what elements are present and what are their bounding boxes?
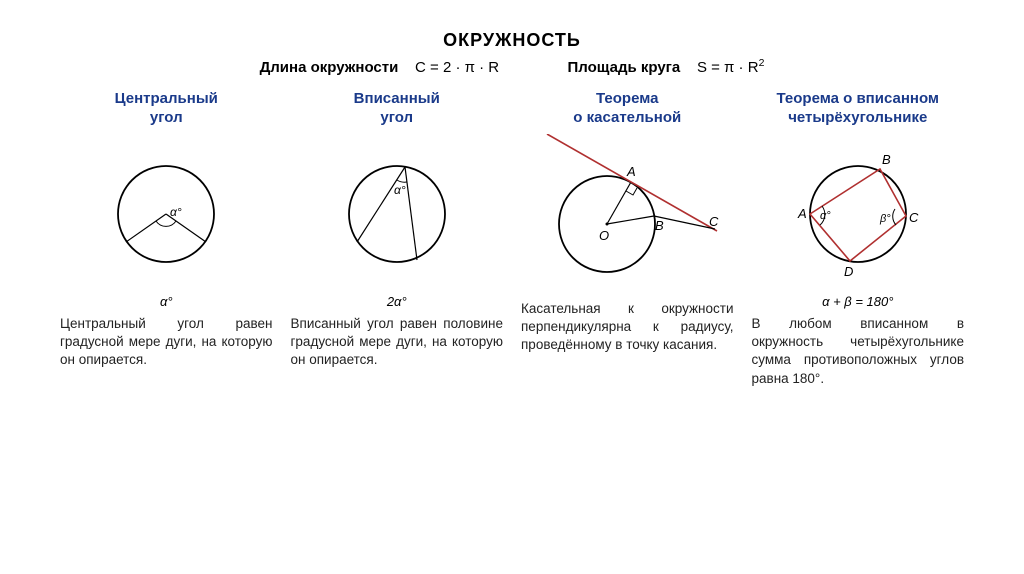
svg-text:O: O — [599, 228, 609, 243]
formula-row: Длина окружности C = 2 · π · R Площадь к… — [60, 57, 964, 76]
circumference-label: Длина окружности — [260, 59, 399, 76]
diagram-grid: Центральныйугол α° α° Центральный угол р… — [60, 90, 964, 388]
description: В любом вписанном в окружность четырёхуг… — [752, 315, 965, 388]
svg-text:D: D — [844, 264, 853, 279]
svg-text:α°: α° — [820, 210, 831, 222]
svg-text:A: A — [797, 206, 807, 221]
col-title: Теорема о вписанномчетырёхугольнике — [776, 90, 939, 130]
fig-tangent: O C A B — [527, 134, 727, 294]
svg-text:α°: α° — [394, 183, 406, 197]
fig-inscribed-quad: A B C D α° β° — [758, 134, 958, 294]
description: Центральный угол равен градусной мере ду… — [60, 315, 273, 370]
col-title: Центральныйугол — [115, 90, 218, 130]
svg-text:α°: α° — [170, 205, 182, 219]
caption: α° — [160, 294, 173, 309]
caption: 2α° — [387, 294, 407, 309]
area-label: Площадь круга — [567, 59, 680, 76]
col-central-angle: Центральныйугол α° α° Центральный угол р… — [60, 90, 273, 388]
col-inscribed-angle: Вписанныйугол α° 2α° Вписанный угол раве… — [291, 90, 504, 388]
svg-text:B: B — [882, 152, 891, 167]
svg-text:B: B — [655, 218, 664, 233]
description: Вписанный угол равен половине градусной … — [291, 315, 504, 370]
col-inscribed-quad: Теорема о вписанномчетырёхугольнике A B … — [752, 90, 965, 388]
circumference-formula: C = 2 · π · R — [415, 59, 499, 76]
fig-inscribed-angle: α° — [297, 134, 497, 294]
description: Касательная к окружности перпендикулярна… — [521, 300, 734, 355]
col-title: Теоремао касательной — [573, 90, 681, 130]
svg-text:A: A — [626, 164, 636, 179]
fig-central-angle: α° — [66, 134, 266, 294]
caption: α + β = 180° — [822, 294, 893, 309]
svg-text:β°: β° — [879, 213, 891, 225]
col-title: Вписанныйугол — [354, 90, 440, 130]
col-tangent-theorem: Теоремао касательной O C A B Касательная… — [521, 90, 734, 388]
area-formula: S = π · R2 — [697, 59, 764, 76]
svg-text:C: C — [709, 214, 719, 229]
svg-text:C: C — [909, 210, 919, 225]
page-title: ОКРУЖНОСТЬ — [60, 30, 964, 51]
